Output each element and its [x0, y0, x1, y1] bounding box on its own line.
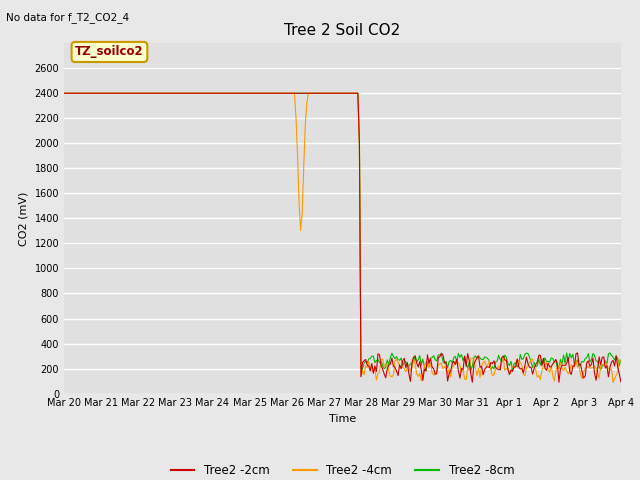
- Tree2 -8cm: [408, 360, 416, 366]
- Tree2 -2cm: [550, 359, 558, 365]
- Tree2 -8cm: [377, 359, 385, 364]
- Tree2 -8cm: [617, 357, 625, 363]
- Tree2 -4cm: [76, 90, 83, 96]
- Title: Tree 2 Soil CO2: Tree 2 Soil CO2: [284, 23, 401, 38]
- Tree2 -2cm: [164, 90, 172, 96]
- Tree2 -4cm: [408, 365, 416, 371]
- Tree2 -2cm: [408, 360, 416, 365]
- Tree2 -2cm: [76, 90, 83, 96]
- Tree2 -8cm: [550, 359, 558, 365]
- Tree2 -4cm: [396, 363, 403, 369]
- Tree2 -2cm: [468, 379, 476, 385]
- Text: TZ_soilco2: TZ_soilco2: [75, 46, 144, 59]
- Tree2 -2cm: [60, 90, 68, 96]
- Tree2 -8cm: [76, 90, 83, 96]
- Tree2 -4cm: [617, 358, 625, 364]
- Tree2 -8cm: [467, 368, 475, 373]
- Tree2 -8cm: [164, 90, 172, 96]
- X-axis label: Time: Time: [329, 414, 356, 424]
- Line: Tree2 -2cm: Tree2 -2cm: [64, 93, 621, 382]
- Tree2 -4cm: [164, 90, 172, 96]
- Tree2 -4cm: [377, 357, 385, 362]
- Text: No data for f_T2_CO2_4: No data for f_T2_CO2_4: [6, 12, 129, 23]
- Tree2 -2cm: [396, 362, 403, 368]
- Tree2 -8cm: [396, 358, 403, 363]
- Tree2 -4cm: [609, 380, 617, 385]
- Tree2 -2cm: [617, 379, 625, 384]
- Tree2 -8cm: [60, 90, 68, 96]
- Tree2 -4cm: [60, 90, 68, 96]
- Y-axis label: CO2 (mV): CO2 (mV): [19, 191, 29, 246]
- Line: Tree2 -4cm: Tree2 -4cm: [64, 93, 621, 383]
- Tree2 -4cm: [549, 372, 557, 378]
- Line: Tree2 -8cm: Tree2 -8cm: [64, 93, 621, 371]
- Tree2 -2cm: [377, 362, 385, 368]
- Legend: Tree2 -2cm, Tree2 -4cm, Tree2 -8cm: Tree2 -2cm, Tree2 -4cm, Tree2 -8cm: [166, 459, 519, 480]
